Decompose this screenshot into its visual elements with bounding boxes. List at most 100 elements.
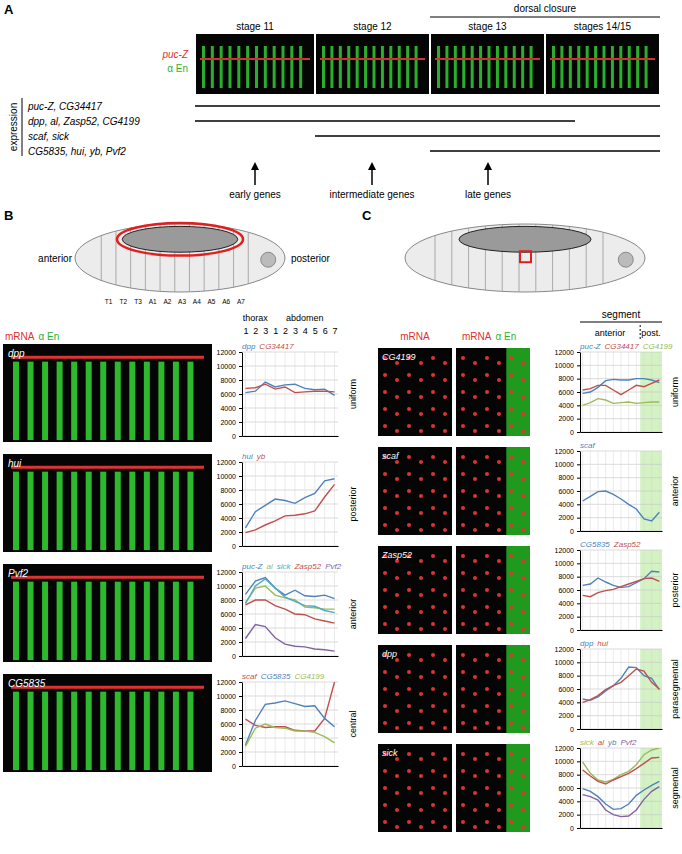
mrna-dot [521, 460, 525, 464]
legend-entry: puc-Z [579, 342, 602, 351]
y-tick-label: 4000 [558, 600, 574, 607]
mrna-dot [521, 675, 525, 679]
y-tick-label: 2000 [558, 514, 574, 521]
mrna-dot [443, 692, 447, 696]
en-stripe [322, 46, 325, 88]
expression-bar [195, 105, 660, 107]
mrna-dot [521, 494, 525, 498]
y-axis-line [580, 650, 581, 730]
mrna-dot [395, 726, 399, 730]
mrna-dot [395, 675, 399, 679]
mrna-dot [431, 554, 435, 558]
legend-entry: CG34417 [259, 342, 294, 351]
x-axis [581, 729, 663, 730]
image-label: puc-Z [161, 49, 188, 60]
mrna-dot [395, 378, 399, 382]
y-tick: 0 [570, 528, 580, 535]
mrna-dot [407, 390, 411, 394]
x-grid [314, 462, 315, 546]
y-tick: 4000 [558, 699, 580, 706]
gene-group: scaf, sick [28, 131, 70, 142]
image-gene-label: dpp [8, 348, 25, 359]
lines [583, 748, 660, 817]
mrna-dot [521, 412, 525, 416]
line-chart: 020004000600080001000012000CG5835Zasp52p… [555, 540, 680, 634]
mrna-dot [395, 528, 399, 532]
segment-line [435, 236, 436, 281]
x-grid [245, 572, 246, 656]
segment-label: T1 [105, 298, 113, 305]
y-tick-label: 2000 [558, 712, 574, 719]
mrna-dot [431, 687, 435, 691]
series-line [245, 384, 334, 392]
x-tick-label: 2 [283, 326, 288, 336]
en-stripe [13, 472, 19, 550]
y-axis: 020004000600080001000012000 [217, 679, 243, 770]
micrograph [546, 34, 659, 94]
mrna-dot [443, 593, 447, 597]
x-grid [582, 748, 583, 828]
mrna-dot [443, 757, 447, 761]
x-grid [245, 682, 246, 766]
y-tick-label: 12000 [217, 459, 237, 466]
plot-background [242, 682, 338, 766]
mrna-dot [419, 361, 423, 365]
series-line [245, 724, 334, 746]
mrna-dot [497, 610, 501, 614]
mrna-dot [461, 820, 465, 824]
y-tick: 2000 [220, 419, 242, 426]
mrna-dot [419, 429, 423, 433]
en-stripe [42, 472, 48, 550]
en-stripe [173, 472, 179, 550]
y-axis-line [242, 463, 243, 547]
mrna-dot [461, 803, 465, 807]
mrna-dot [419, 477, 423, 481]
mrna-dot [485, 424, 489, 428]
mrna-dot [485, 472, 489, 476]
arrow-head [251, 162, 259, 170]
mrna-dot [443, 675, 447, 679]
micrograph [456, 744, 530, 832]
mrna-dot [497, 528, 501, 532]
image-background [196, 34, 314, 94]
image-background [378, 348, 452, 436]
x-tick: 2 [253, 326, 258, 336]
y-tick: 10000 [217, 693, 242, 700]
mrna-dot [407, 605, 411, 609]
plot-background [580, 352, 662, 432]
x-grid [628, 550, 629, 630]
row-label: anterior [348, 599, 358, 630]
y-tick: 6000 [220, 501, 242, 508]
legend-entry: dpp [242, 342, 256, 351]
x-axis-line [581, 432, 663, 433]
micrograph [196, 34, 314, 94]
mrna-dot [395, 494, 399, 498]
y-tick-mark [577, 775, 580, 776]
puc-band [200, 58, 310, 60]
y-grid [242, 490, 338, 491]
y-tick-label: 0 [570, 825, 574, 832]
line-chart: 0200040006000800010000120001231234567dpp… [217, 326, 358, 440]
mrna-dot [419, 808, 423, 812]
mrna-dot [443, 361, 447, 365]
row-label: central [348, 710, 358, 737]
mrna-dot [443, 808, 447, 812]
lines [583, 379, 660, 406]
mrna-dot [473, 808, 477, 812]
x-grid [651, 649, 652, 729]
x-grid [255, 572, 256, 656]
mrna-dot [497, 757, 501, 761]
mrna-dot [497, 627, 501, 631]
y-tick-mark [577, 518, 580, 519]
mrna-dot [485, 786, 489, 790]
segment-header: segment [602, 309, 641, 320]
mrna-dot [473, 627, 477, 631]
mrna-band [11, 466, 204, 469]
image-background [456, 546, 530, 634]
en-stripe [86, 692, 92, 770]
image-background [431, 34, 544, 94]
y-grid [242, 352, 338, 353]
en-stripe [42, 692, 48, 770]
mrna-dot [407, 721, 411, 725]
mrna-dot [473, 675, 477, 679]
